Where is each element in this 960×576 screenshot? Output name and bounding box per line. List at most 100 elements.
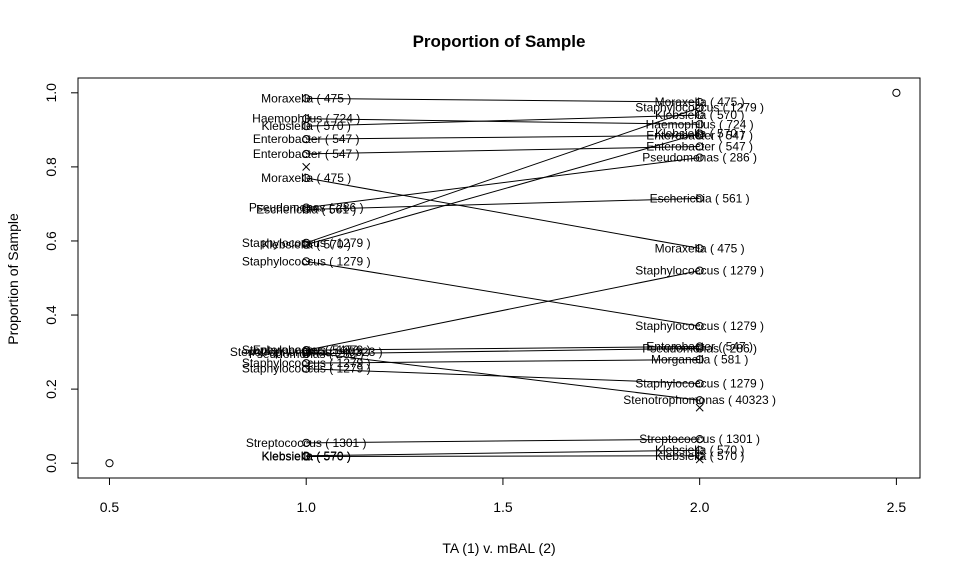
connecting-lines: [306, 97, 700, 458]
point-label: Klebsiella ( 570 ): [655, 443, 744, 457]
point-marker: [302, 205, 311, 214]
point-marker: [105, 459, 114, 468]
point-label: Stenotrophomonas ( 40323 ): [230, 345, 383, 359]
point-marker: [892, 88, 901, 97]
x-tick-label: 0.5: [100, 499, 120, 515]
x-axis: 0.5 1.0 1.5 2.0 2.5: [100, 478, 906, 515]
connecting-line: [306, 97, 700, 103]
connecting-line: [306, 177, 700, 249]
point-marker: [302, 94, 311, 103]
point-marker: [695, 120, 704, 129]
point-label: Staphylococcus ( 1279 ): [242, 236, 371, 250]
point-label: Escherichia ( 561 ): [256, 202, 356, 216]
x-marker: [695, 403, 704, 412]
point-label: Staphylococcus ( 1279 ): [635, 101, 764, 115]
point-marker: [302, 452, 311, 461]
point-marker: [302, 364, 311, 373]
point-marker: [695, 194, 704, 203]
point-label: Escherichia ( 561 ): [650, 191, 750, 205]
point-label: Moraxella ( 475 ): [655, 95, 745, 109]
connecting-line: [306, 118, 700, 125]
connecting-line: [306, 134, 700, 140]
point-label: Moraxella ( 475 ): [655, 241, 745, 255]
point-label: Enterobacter ( 547 ): [646, 140, 753, 154]
point-label: Enterobacter ( 547 ): [253, 147, 360, 161]
point-label: Streptococcus ( 1301 ): [246, 436, 367, 450]
point-label: Klebsiella ( 570 ): [655, 449, 744, 463]
connecting-line: [306, 347, 700, 355]
point-marker: [302, 149, 311, 159]
connecting-line: [306, 358, 700, 364]
y-tick-label: 0.8: [43, 157, 59, 177]
point-label: Moraxella ( 475 ): [261, 171, 351, 185]
point-label: Morganella ( 581 ): [651, 352, 748, 366]
point-label: Haemophilus ( 724 ): [646, 117, 754, 131]
point-marker: [695, 435, 704, 444]
point-marker: [695, 396, 704, 405]
y-tick-label: 0.0: [43, 453, 59, 473]
connecting-line: [306, 438, 700, 444]
point-label: Klebsiella ( 570 ): [262, 449, 351, 463]
connecting-line: [306, 197, 700, 210]
y-axis-label: Proportion of Sample: [5, 213, 21, 345]
point-label: Pseudomonas ( 286 ): [642, 341, 757, 355]
point-marker: [302, 257, 311, 266]
chart-title: Proportion of Sample: [413, 32, 586, 51]
point-marker: [695, 129, 704, 138]
y-tick-label: 0.4: [43, 305, 59, 325]
point-label: Klebsiella ( 570 ): [655, 108, 744, 122]
point-label: Enterobacter ( 547 ): [253, 132, 360, 146]
point-label: Enterobacter ( 547 ): [253, 343, 360, 357]
connecting-line: [306, 146, 700, 155]
connecting-line: [306, 260, 700, 327]
point-marker: [695, 244, 704, 253]
connecting-line: [306, 133, 700, 246]
point-label: Haemophilus ( 724 ): [252, 112, 360, 126]
point-markers: [105, 88, 901, 468]
point-marker: [302, 349, 311, 359]
x-marker: [695, 455, 704, 464]
point-marker: [695, 355, 704, 364]
point-marker: [302, 240, 311, 249]
y-tick-label: 0.6: [43, 231, 59, 251]
point-label: Staphylococcus ( 1279 ): [635, 319, 764, 333]
point-label: Staphylococcus ( 1279 ): [635, 377, 764, 391]
y-tick-label: 0.2: [43, 379, 59, 399]
connecting-line: [306, 107, 700, 244]
point-marker: [695, 97, 704, 107]
point-label: Klebsiella ( 570 ): [262, 119, 351, 133]
point-label: Staphylococcus ( 1279 ): [242, 356, 371, 370]
point-label: Staphylococcus ( 1279 ): [242, 362, 371, 376]
point-label: Enterobacter ( 547 ): [646, 340, 753, 354]
x-marker: [302, 162, 311, 171]
point-marker: [695, 344, 704, 353]
plot-frame: [77, 77, 921, 479]
point-label: Pseudomonas ( 286 ): [249, 347, 364, 361]
point-marker: [302, 438, 311, 447]
point-label: Streptococcus ( 1301 ): [639, 432, 760, 446]
connecting-line: [306, 449, 700, 457]
connecting-line: [306, 368, 700, 385]
point-label: Staphylococcus ( 1279 ): [242, 254, 371, 268]
x-tick-label: 2.0: [690, 499, 710, 515]
point-label: Moraxella ( 475 ): [261, 91, 351, 105]
point-marker: [302, 359, 311, 368]
y-axis: 0.0 0.2 0.4 0.6 0.8 1.0: [43, 83, 78, 473]
point-marker: [302, 122, 311, 131]
point-label: Stenotrophomonas ( 40323 ): [623, 393, 776, 407]
point-labels: Moraxella ( 475 ) Moraxella ( 475 ) Haemop…: [230, 91, 776, 463]
connecting-line: [306, 455, 700, 458]
point-label: Staphylococcus ( 1279 ): [635, 264, 764, 278]
point-marker: [695, 153, 704, 162]
point-label: Pseudomonas ( 286 ): [249, 201, 364, 215]
point-label: Klebsiella ( 570 ): [262, 238, 351, 252]
connecting-line: [306, 157, 700, 209]
point-marker: [695, 322, 704, 331]
point-label: Enterobacter ( 547 ): [646, 128, 753, 142]
point-label: Staphylococcus ( 1279 ): [242, 343, 371, 357]
point-marker: [302, 173, 311, 183]
point-marker: [695, 266, 704, 275]
point-marker: [302, 346, 311, 355]
point-label: Klebsiella ( 570 ): [262, 450, 351, 464]
